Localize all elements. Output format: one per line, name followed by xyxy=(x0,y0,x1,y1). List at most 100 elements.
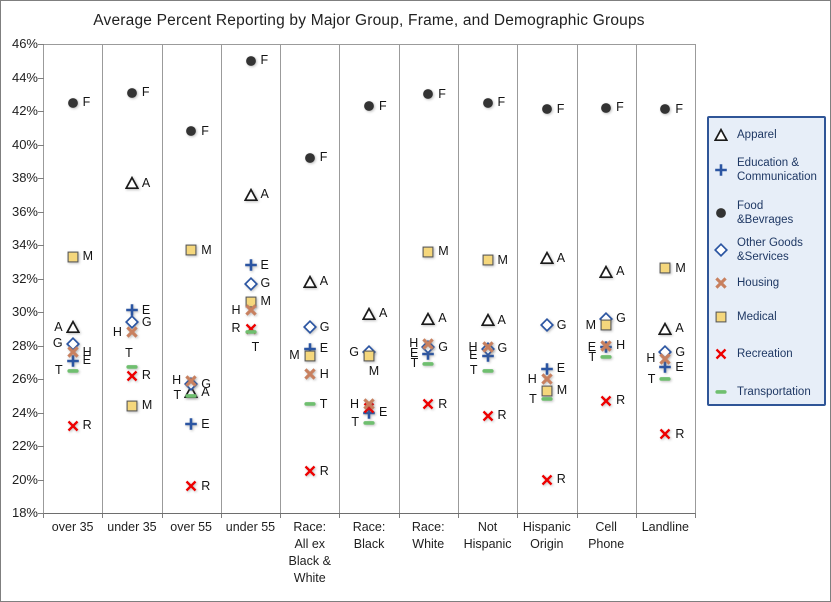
x-category-label-line: Race: xyxy=(293,520,327,534)
y-axis-tickmark xyxy=(38,479,44,481)
apparel-marker-icon xyxy=(480,313,495,327)
legend: Apparel Education & Communication Food &Bevr… xyxy=(707,116,826,406)
housing-marker-icon xyxy=(481,340,495,354)
legend-item-transportation: Transportation xyxy=(714,385,811,399)
point-label-t: T xyxy=(588,349,597,364)
y-axis-tickmark xyxy=(38,77,44,79)
housing-marker-icon xyxy=(599,339,613,353)
point-label-a: A xyxy=(675,321,684,336)
x-category-label: Race: All ex Black & White xyxy=(280,519,339,587)
apparel-marker-icon xyxy=(658,321,673,336)
point-label-g: G xyxy=(201,376,211,391)
recreation-marker-icon xyxy=(125,369,139,383)
x-axis-tickmark xyxy=(102,513,104,518)
y-tick-label: 24% xyxy=(11,404,38,420)
point-label-r: R xyxy=(319,463,329,478)
point-label-m: M xyxy=(260,294,271,309)
x-category-label-line: Cell xyxy=(595,520,617,534)
food-bevrages-marker-icon xyxy=(362,99,376,113)
column-separator xyxy=(339,44,341,513)
x-category-label-line: White xyxy=(293,571,326,585)
column-separator xyxy=(102,44,104,513)
point-label-h: H xyxy=(349,396,359,411)
apparel-marker-icon xyxy=(539,251,554,265)
other-goods-services-marker-icon xyxy=(421,340,436,355)
column-separator xyxy=(161,44,163,513)
x-category-label: Race: Black xyxy=(339,519,398,553)
point-label-r: R xyxy=(438,396,448,411)
point-label-a: A xyxy=(201,384,210,399)
x-axis-tickmark xyxy=(339,513,341,518)
point-label-e: E xyxy=(675,359,684,374)
point-label-a: A xyxy=(556,250,566,265)
recreation-marker-icon xyxy=(481,409,495,423)
point-label-e: E xyxy=(379,405,388,419)
housing-marker-icon xyxy=(303,367,317,381)
point-label-h: H xyxy=(468,339,478,354)
point-label-h: H xyxy=(409,336,419,351)
point-label-g: G xyxy=(675,344,686,359)
point-label-a: A xyxy=(379,306,388,321)
y-tick-label: 28% xyxy=(11,337,38,353)
column-separator xyxy=(457,44,459,513)
point-label-a: A xyxy=(141,175,151,190)
y-tick-label: 32% xyxy=(11,270,38,286)
medical-marker-icon xyxy=(421,245,435,259)
point-label-f: F xyxy=(141,85,150,100)
y-axis-tickmark xyxy=(38,446,44,447)
point-label-f: F xyxy=(82,95,91,110)
housing-marker-icon xyxy=(66,345,80,359)
point-label-g: G xyxy=(616,311,626,326)
legend-label-other-goods-services: Other Goods &Services xyxy=(737,236,803,264)
transportation-marker-icon xyxy=(481,364,495,378)
other-goods-services-marker-icon xyxy=(184,377,199,391)
point-label-e: E xyxy=(260,257,269,272)
y-tick-label: 20% xyxy=(11,471,38,487)
food-bevrages-marker-icon xyxy=(481,96,495,110)
column-separator xyxy=(398,44,400,513)
apparel-marker-icon xyxy=(124,176,139,190)
x-axis-tickmark xyxy=(398,513,400,518)
x-axis-tickmark xyxy=(280,513,282,518)
legend-label-line: Recreation xyxy=(737,348,793,360)
food-bevrages-legend-marker-icon xyxy=(714,206,729,220)
transportation-marker-icon xyxy=(599,350,613,364)
point-label-m: M xyxy=(368,363,380,378)
point-label-e: E xyxy=(201,416,210,431)
point-label-m: M xyxy=(82,249,94,264)
point-label-h: H xyxy=(231,302,241,317)
legend-label-line: &Bevrages xyxy=(737,214,794,226)
x-axis-tickmark xyxy=(220,513,222,518)
point-label-r: R xyxy=(141,368,151,383)
transportation-marker-icon xyxy=(184,389,198,403)
legend-item-food-bevrages: Food &Bevrages xyxy=(714,199,793,227)
food-bevrages-marker-icon xyxy=(599,101,613,115)
legend-item-education-communication: Education & Communication xyxy=(714,156,817,184)
point-label-f: F xyxy=(556,101,565,116)
x-category-label-line: Race: xyxy=(411,520,445,534)
other-goods-services-marker-icon xyxy=(243,276,258,291)
x-axis-line xyxy=(38,513,695,514)
point-label-e: E xyxy=(82,353,91,368)
point-label-h: H xyxy=(112,324,122,339)
chart-title: Average Percent Reporting by Major Group… xyxy=(93,12,645,29)
point-label-h: H xyxy=(646,351,656,366)
food-bevrages-marker-icon xyxy=(244,54,258,68)
x-axis-tickmark xyxy=(695,513,696,518)
food-bevrages-marker-icon xyxy=(184,124,198,138)
x-axis-tickmark xyxy=(457,513,459,518)
column-separator xyxy=(517,44,519,513)
apparel-marker-icon xyxy=(243,187,258,202)
medical-marker-icon xyxy=(125,399,139,413)
education-communication-marker-icon xyxy=(125,303,139,317)
other-goods-services-marker-icon xyxy=(539,318,554,333)
point-label-t: T xyxy=(173,388,182,403)
education-communication-legend-marker-icon xyxy=(714,163,729,177)
other-goods-services-marker-icon xyxy=(302,320,317,335)
legend-label-transportation: Transportation xyxy=(737,385,811,399)
x-category-label-line: over 55 xyxy=(170,520,212,534)
x-category-label-line: Phone xyxy=(588,537,625,551)
transportation-marker-icon xyxy=(362,416,376,430)
point-label-g: G xyxy=(497,341,508,356)
point-label-r: R xyxy=(675,426,685,441)
